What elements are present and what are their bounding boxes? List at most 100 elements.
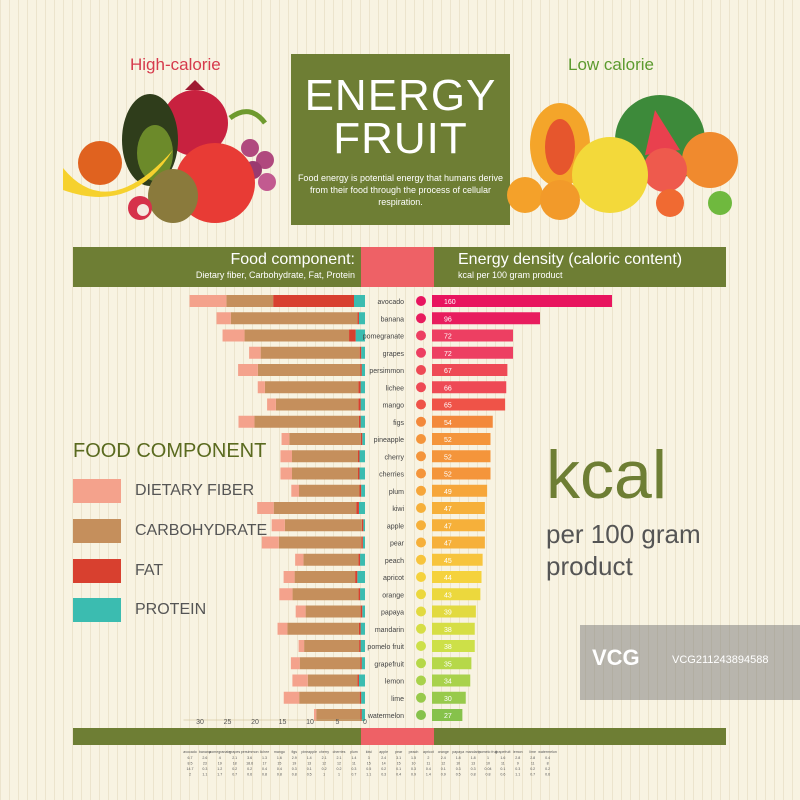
table-cell-carbohydrate-grapes: 18	[233, 762, 237, 766]
component-bar-fat-cherries	[358, 467, 360, 480]
table-header-banana: banana	[199, 750, 211, 754]
component-bar-fat-mandarin	[358, 622, 361, 635]
component-axis-tick-15: 15	[279, 719, 287, 726]
component-axis-tick-25: 25	[224, 719, 232, 726]
table-cell-dietary_fiber-lime: 2.8	[530, 756, 535, 760]
avocado-icon	[416, 296, 426, 306]
table-cell-carbohydrate-banana: 23	[203, 762, 207, 766]
table-cell-fat-cherry: 0.2	[322, 767, 327, 771]
table-cell-protein-cherries: 1	[338, 773, 340, 777]
legend-swatch-dietary-fiber	[73, 479, 121, 503]
table-header-grapefruit: grapefruit	[495, 750, 510, 754]
component-bar-carbohydrate-banana	[230, 312, 358, 325]
kcal-value-figs: 54	[444, 420, 452, 427]
table-cell-carbohydrate-avocado: 8.5	[188, 762, 193, 766]
kcal-bar-orange	[432, 588, 481, 601]
fruit-label-cherries: cherries	[379, 472, 404, 479]
table-cell-protein-mango: 0.8	[277, 773, 282, 777]
component-bar-carbohydrate-mandarin	[287, 622, 359, 635]
component-bar-carbohydrate-papaya	[305, 605, 361, 618]
component-axis-tick-0: 0	[363, 719, 367, 726]
fruit-label-apple: apple	[387, 523, 404, 530]
component-bar-carbohydrate-lichee	[264, 381, 359, 394]
table-cell-fat-avocado: 14.7	[187, 767, 194, 771]
component-bar-protein-pineapple	[362, 433, 365, 445]
kcal-value-peach: 45	[444, 558, 452, 565]
component-bar-protein-figs	[360, 415, 365, 428]
high-calorie-fruits-illustration	[63, 80, 276, 223]
fruit-label-pomelo-fruit: pomelo fruit	[367, 644, 404, 651]
component-bar-fat-avocado	[273, 295, 354, 307]
table-header-watermelon: watermelon	[538, 750, 557, 754]
table-cell-fat-pear: 0.1	[396, 767, 401, 771]
table-cell-dietary_fiber-avocado: 6.7	[188, 756, 193, 760]
component-bar-fat-lichee	[358, 381, 361, 394]
component-bar-dietary_fiber-mandarin	[277, 622, 288, 635]
table-header-pear: pear	[395, 750, 403, 754]
table-cell-carbohydrate-pear: 15	[397, 762, 401, 766]
low-calorie-label: Low calorie	[568, 55, 654, 74]
component-axis-tick-5: 5	[336, 719, 340, 726]
kcal-value-pomelo-fruit: 38	[444, 644, 452, 651]
table-cell-dietary_fiber-banana: 2.6	[202, 756, 207, 760]
component-bar-protein-apricot	[357, 571, 365, 583]
component-bar-dietary_fiber-apricot	[283, 571, 295, 583]
component-bar-fat-lime	[359, 691, 362, 704]
component-axis-tick-20: 20	[251, 719, 259, 726]
table-header-kiwi: kiwi	[366, 750, 372, 754]
kcal-label: kcal	[546, 437, 667, 513]
table-cell-fat-apple: 0.2	[381, 767, 386, 771]
table-cell-carbohydrate-pineapple: 13	[307, 762, 311, 766]
persimmon-icon	[416, 365, 426, 375]
kcal-value-lime: 30	[444, 696, 452, 703]
table-cell-fat-lime: 0.2	[530, 767, 535, 771]
component-bar-dietary_fiber-peach	[295, 553, 304, 566]
kcal-value-banana: 96	[444, 316, 452, 323]
component-bar-carbohydrate-pomelo-fruit	[304, 640, 360, 652]
plum-icon	[416, 485, 426, 496]
kcal-value-cherry: 52	[444, 454, 452, 461]
component-bar-protein-orange	[360, 588, 365, 601]
component-bar-protein-banana	[358, 312, 365, 325]
pomegranate-icon	[416, 330, 426, 341]
fruit-label-peach: peach	[385, 558, 404, 565]
component-bar-dietary_fiber-pomelo-fruit	[298, 640, 305, 652]
component-bar-carbohydrate-pear	[278, 536, 362, 549]
component-bar-protein-mango	[360, 398, 365, 411]
table-header-avocado: avocado	[183, 750, 197, 754]
table-cell-fat-cherries: 0.2	[337, 767, 342, 771]
component-bar-fat-cherry	[358, 450, 360, 463]
table-cell-dietary_fiber-cherries: 2.1	[337, 756, 342, 760]
banana-icon	[63, 150, 173, 197]
table-cell-protein-plum: 0.7	[351, 773, 356, 777]
table-cell-carbohydrate-apricot: 11	[427, 762, 431, 766]
component-bar-protein-lemon	[358, 674, 365, 687]
fruit-label-persimmon: persimmon	[369, 368, 404, 375]
table-header-apple: apple	[379, 750, 388, 754]
kcal-bar-pomegranate	[432, 329, 513, 342]
title-line2: FRUIT	[333, 114, 468, 163]
legend-swatch-fat	[73, 559, 121, 583]
component-bar-carbohydrate-watermelon	[316, 709, 361, 721]
table-cell-dietary_fiber-kiwi: 3	[368, 756, 370, 760]
table-header-cherry: cherry	[319, 750, 329, 754]
fruit-label-papaya: papaya	[381, 610, 404, 617]
table-cell-dietary_fiber-watermelon: 0.4	[545, 756, 550, 760]
peach-icon	[416, 554, 426, 565]
component-bar-carbohydrate-plum	[299, 484, 360, 497]
table-cell-carbohydrate-mango: 15	[277, 762, 281, 766]
table-cell-carbohydrate-lemon: 9	[517, 762, 519, 766]
kcal-bar-peach	[432, 553, 483, 566]
legend-label-fat: FAT	[135, 562, 164, 579]
cherry-icon	[416, 451, 426, 462]
component-bar-carbohydrate-grapefruit	[299, 657, 361, 670]
table-cell-fat-mango: 0.4	[277, 767, 282, 771]
kcal-value-watermelon: 27	[444, 713, 452, 720]
component-bar-fat-plum	[359, 484, 362, 497]
component-bar-fat-pomegranate	[349, 329, 356, 342]
energy-density-title: Energy density (caloric content)	[458, 251, 683, 268]
component-bar-carbohydrate-lime	[299, 691, 360, 704]
component-bar-fat-peach	[358, 553, 361, 566]
table-cell-dietary_fiber-lemon: 2.8	[515, 756, 520, 760]
